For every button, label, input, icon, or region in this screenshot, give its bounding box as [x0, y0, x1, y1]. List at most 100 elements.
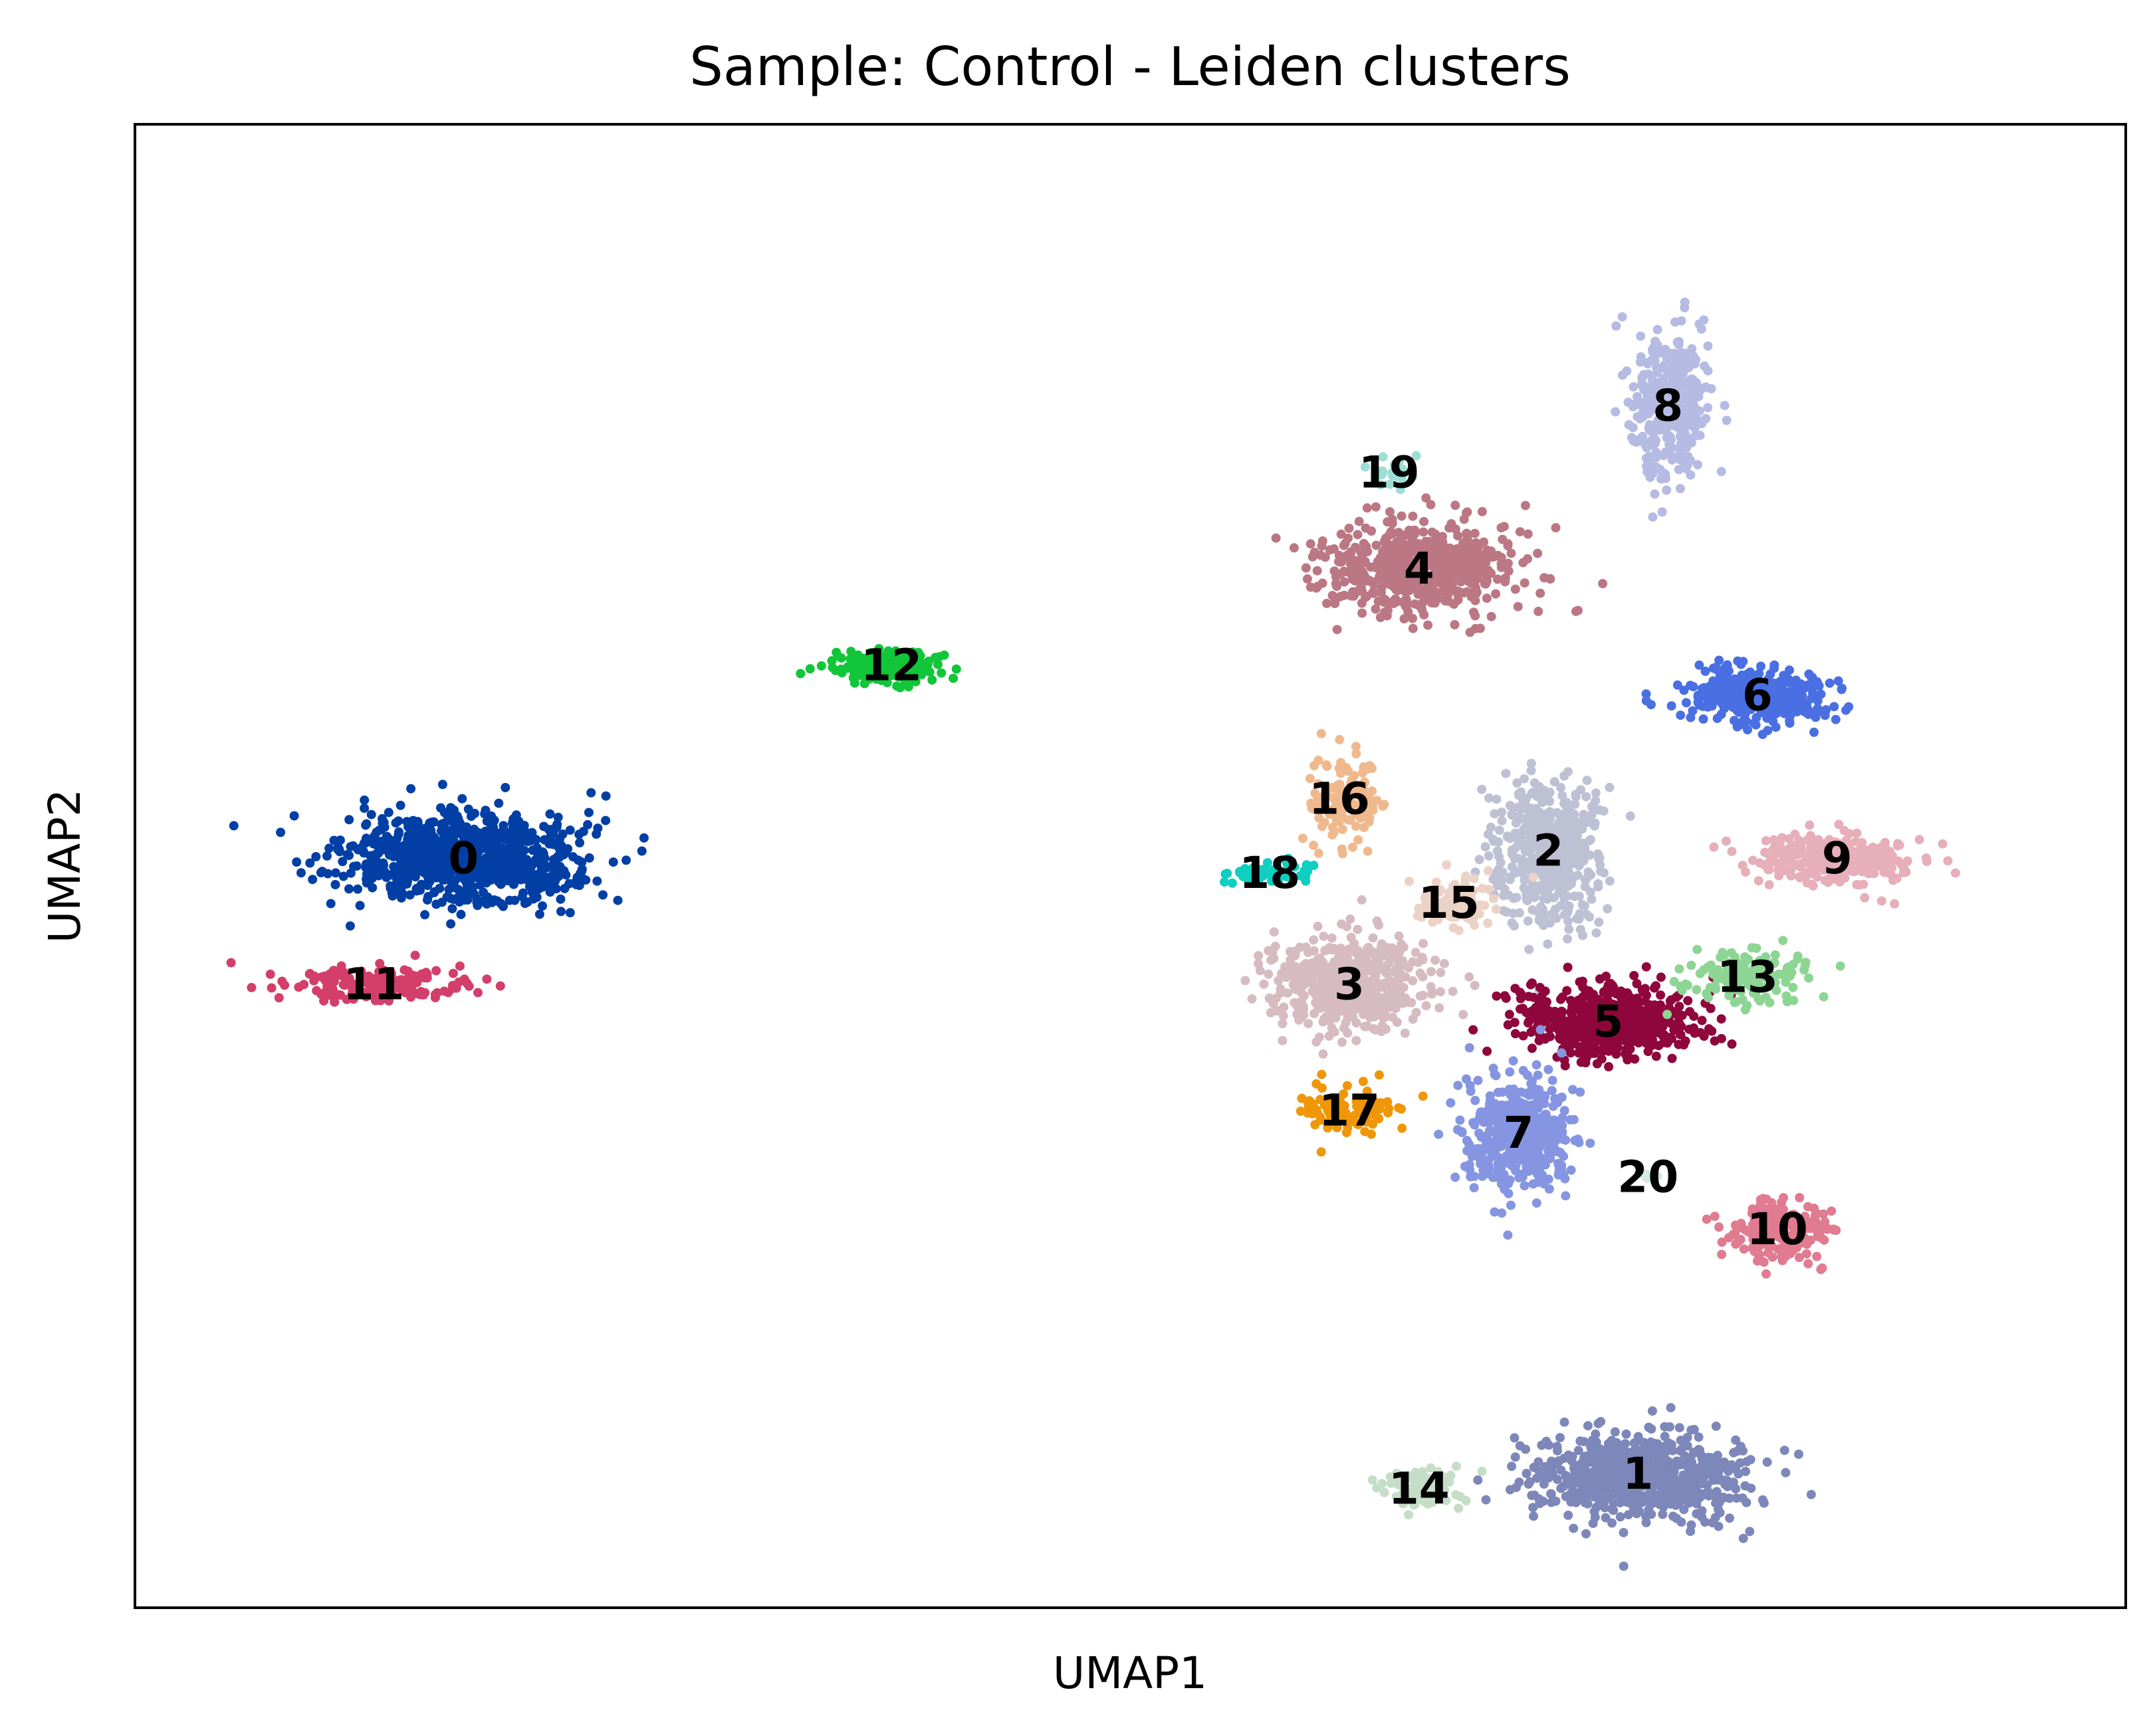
data-point: [1570, 800, 1580, 810]
data-point: [1387, 518, 1397, 528]
data-point: [1420, 594, 1430, 603]
data-point: [1514, 1477, 1524, 1487]
data-point: [1643, 369, 1653, 379]
data-point: [1492, 991, 1502, 1001]
data-point: [1708, 663, 1718, 673]
cluster-0-points: [229, 780, 649, 931]
data-point: [1410, 599, 1420, 609]
data-point: [494, 834, 504, 844]
data-point: [1464, 972, 1474, 982]
data-point: [1557, 992, 1567, 1002]
data-point: [1647, 1468, 1657, 1478]
data-point: [385, 850, 394, 860]
data-point: [1587, 810, 1597, 819]
data-point: [1377, 588, 1386, 597]
data-point: [1504, 1010, 1514, 1020]
data-point: [370, 831, 380, 841]
data-point: [1490, 1207, 1500, 1217]
data-point: [1625, 1044, 1635, 1054]
data-point: [1820, 710, 1830, 720]
data-point: [1631, 1469, 1641, 1479]
data-point: [1510, 1029, 1520, 1039]
data-point: [608, 857, 618, 867]
data-point: [419, 830, 429, 840]
data-point: [1572, 914, 1582, 924]
data-point: [1392, 1018, 1402, 1027]
data-point: [1374, 920, 1384, 930]
data-point: [371, 856, 381, 865]
data-point: [1792, 706, 1802, 716]
data-point: [1507, 1462, 1517, 1471]
data-point: [1504, 566, 1514, 576]
data-point: [1559, 798, 1569, 808]
data-point: [1516, 835, 1526, 845]
data-point: [1809, 727, 1819, 737]
data-point: [1666, 364, 1676, 374]
data-point: [1675, 1446, 1685, 1456]
data-point: [1505, 1067, 1515, 1077]
data-point: [1533, 1457, 1543, 1467]
data-point: [1524, 1479, 1533, 1489]
data-point: [1646, 1509, 1656, 1519]
data-point: [501, 783, 510, 792]
data-point: [1394, 931, 1404, 941]
data-point: [1665, 1422, 1674, 1432]
data-point: [1540, 910, 1550, 920]
data-point: [1629, 382, 1639, 392]
data-point: [1710, 1036, 1720, 1046]
data-point: [1675, 357, 1685, 367]
data-point: [556, 907, 566, 917]
data-point: [1453, 1081, 1463, 1091]
data-point: [1331, 579, 1341, 589]
data-point: [1769, 660, 1779, 670]
data-point: [1450, 1172, 1460, 1182]
data-point: [1659, 1030, 1669, 1040]
data-point: [1551, 1018, 1561, 1028]
data-point: [1488, 834, 1498, 844]
data-point: [1667, 1053, 1677, 1063]
data-point: [1513, 601, 1523, 611]
data-point: [1497, 808, 1506, 817]
data-point: [1417, 952, 1427, 962]
data-point: [1672, 680, 1682, 690]
data-point: [1678, 1470, 1688, 1480]
data-point: [1571, 1478, 1581, 1488]
data-point: [1600, 1495, 1610, 1505]
data-point: [1761, 836, 1771, 846]
data-point: [1716, 1014, 1726, 1024]
data-point: [1581, 1010, 1591, 1020]
data-point: [512, 843, 522, 853]
data-point: [1528, 1089, 1538, 1099]
data-point: [1582, 776, 1592, 786]
data-point: [1712, 1487, 1722, 1497]
data-point: [333, 845, 343, 855]
data-point: [1837, 683, 1847, 693]
data-point: [1505, 875, 1515, 885]
data-point: [1566, 1165, 1576, 1175]
data-point: [1604, 1488, 1614, 1498]
data-point: [1648, 512, 1658, 522]
data-point: [545, 887, 555, 897]
data-point: [1535, 982, 1545, 992]
data-point: [1597, 1054, 1607, 1064]
data-point: [437, 780, 447, 790]
data-point: [1532, 1473, 1541, 1483]
chart-title: Sample: Control - Leiden clusters: [689, 36, 1571, 98]
data-point: [1510, 1452, 1520, 1462]
data-point: [1738, 1533, 1748, 1543]
data-point: [1501, 993, 1511, 1003]
data-point: [1640, 1491, 1650, 1501]
data-point: [1639, 987, 1648, 997]
data-point: [1652, 364, 1662, 374]
data-point: [1552, 1442, 1562, 1452]
data-point: [1312, 566, 1322, 576]
cluster-2-points: [1470, 758, 1635, 995]
data-point: [1535, 784, 1545, 794]
data-point: [1598, 579, 1608, 589]
data-point: [1510, 921, 1519, 931]
data-point: [1711, 1421, 1721, 1431]
data-point: [1384, 958, 1393, 968]
cluster-1-points: [1473, 1403, 1816, 1571]
data-point: [1502, 832, 1512, 842]
data-point: [1400, 1028, 1410, 1038]
